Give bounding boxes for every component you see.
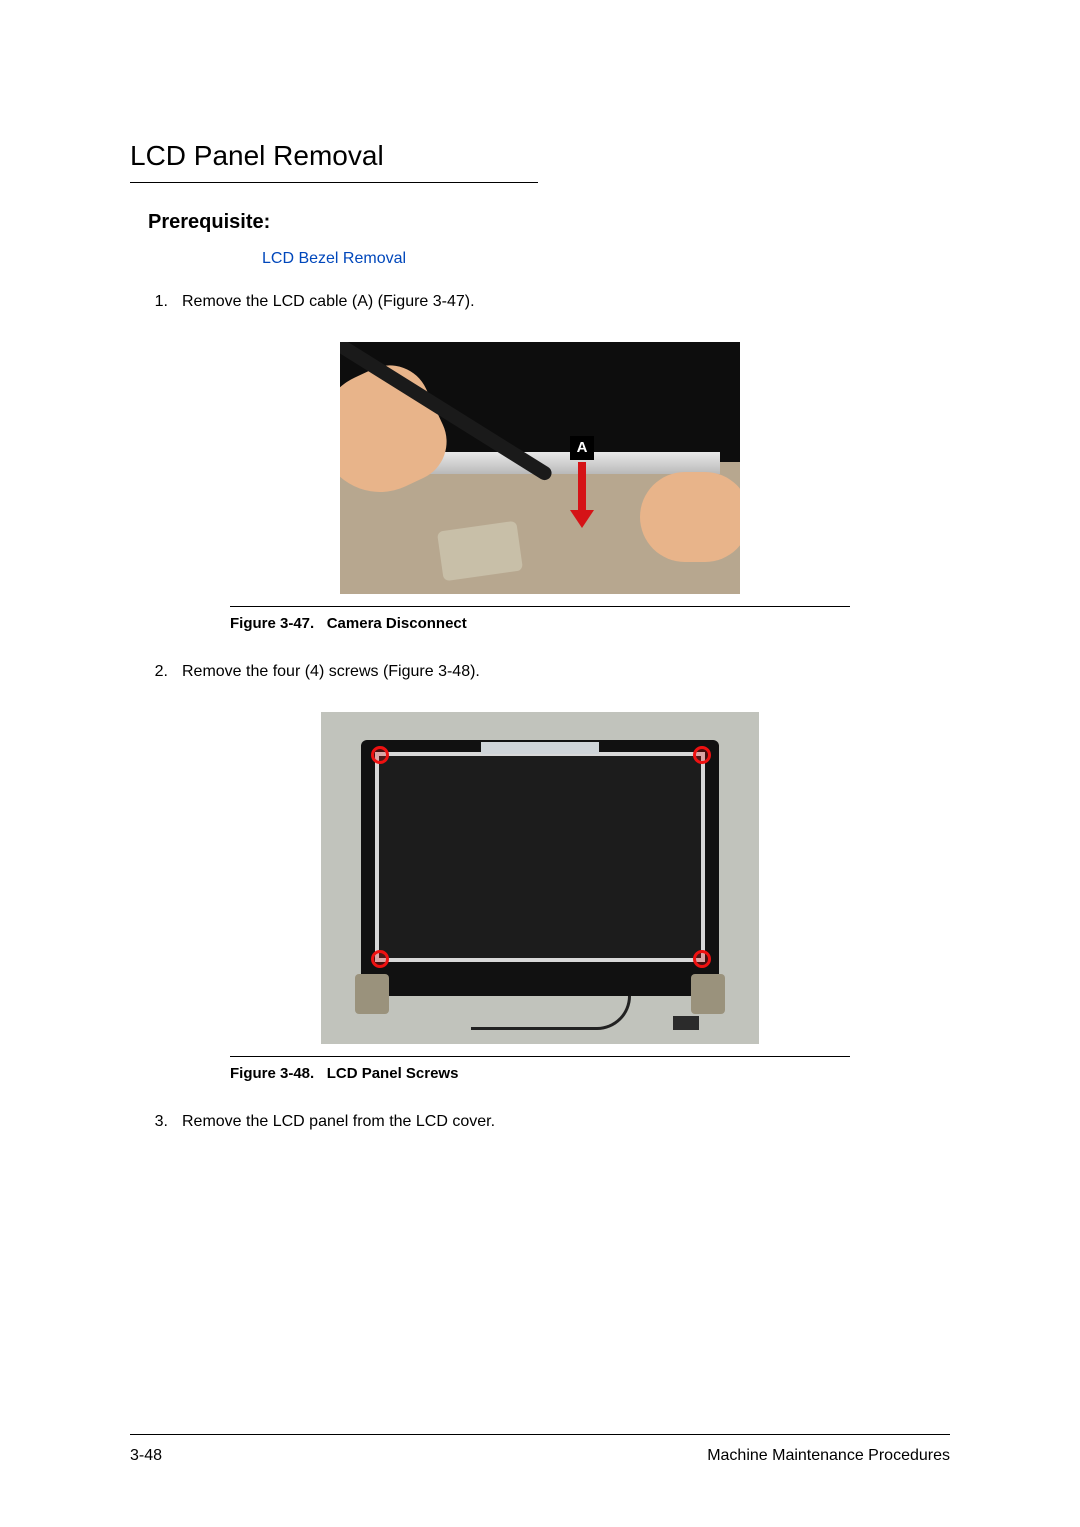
screw-marker-bottom-left bbox=[371, 950, 389, 968]
step-1: 1. Remove the LCD cable (A) (Figure 3-47… bbox=[140, 290, 950, 314]
prerequisite-heading: Prerequisite: bbox=[148, 211, 950, 234]
screw-marker-top-left bbox=[371, 746, 389, 764]
figure-caption-3-47: Figure 3-47. Camera Disconnect bbox=[230, 615, 850, 632]
lcd-frame-edge bbox=[400, 452, 720, 474]
hinge-left bbox=[355, 974, 389, 1014]
step-text: Remove the four (4) screws (Figure 3-48)… bbox=[182, 660, 950, 684]
figure-number: Figure 3-47. bbox=[230, 615, 314, 632]
figure-3-47: A Figure 3-47. Camera Disconnect bbox=[130, 342, 950, 632]
callout-a-label: A bbox=[570, 436, 594, 460]
figure-title: Camera Disconnect bbox=[327, 615, 467, 632]
hinge-bracket bbox=[437, 521, 523, 582]
step-number: 1. bbox=[140, 290, 182, 314]
lcd-panel bbox=[375, 752, 705, 962]
hand-right bbox=[640, 472, 740, 562]
figure-number: Figure 3-48. bbox=[230, 1065, 314, 1082]
camera-strip bbox=[481, 742, 599, 754]
step-3: 3. Remove the LCD panel from the LCD cov… bbox=[140, 1110, 950, 1134]
step-number: 3. bbox=[140, 1110, 182, 1134]
footer-rule bbox=[130, 1434, 950, 1435]
photo-lcd-panel-screws bbox=[321, 712, 759, 1044]
figure-rule bbox=[230, 1056, 850, 1057]
figure-rule bbox=[230, 606, 850, 607]
hinge-right bbox=[691, 974, 725, 1014]
cable-connector bbox=[673, 1016, 699, 1030]
section-title: LCD Panel Removal bbox=[130, 140, 950, 172]
page-number: 3-48 bbox=[130, 1447, 162, 1465]
step-text: Remove the LCD cable (A) (Figure 3-47). bbox=[182, 290, 950, 314]
document-title: Machine Maintenance Procedures bbox=[707, 1447, 950, 1465]
callout-a-arrow bbox=[578, 462, 586, 512]
figure-3-48: Figure 3-48. LCD Panel Screws bbox=[130, 712, 950, 1082]
prerequisite-link[interactable]: LCD Bezel Removal bbox=[262, 250, 950, 268]
document-page: LCD Panel Removal Prerequisite: LCD Beze… bbox=[0, 0, 1080, 1527]
figure-title: LCD Panel Screws bbox=[327, 1065, 459, 1082]
figure-caption-3-48: Figure 3-48. LCD Panel Screws bbox=[230, 1065, 850, 1082]
step-text: Remove the LCD panel from the LCD cover. bbox=[182, 1110, 950, 1134]
step-2: 2. Remove the four (4) screws (Figure 3-… bbox=[140, 660, 950, 684]
step-number: 2. bbox=[140, 660, 182, 684]
screw-marker-bottom-right bbox=[693, 950, 711, 968]
photo-camera-disconnect: A bbox=[340, 342, 740, 594]
title-rule bbox=[130, 182, 538, 183]
lcd-cable bbox=[471, 996, 631, 1030]
page-footer: 3-48 Machine Maintenance Procedures bbox=[130, 1447, 950, 1465]
screw-marker-top-right bbox=[693, 746, 711, 764]
